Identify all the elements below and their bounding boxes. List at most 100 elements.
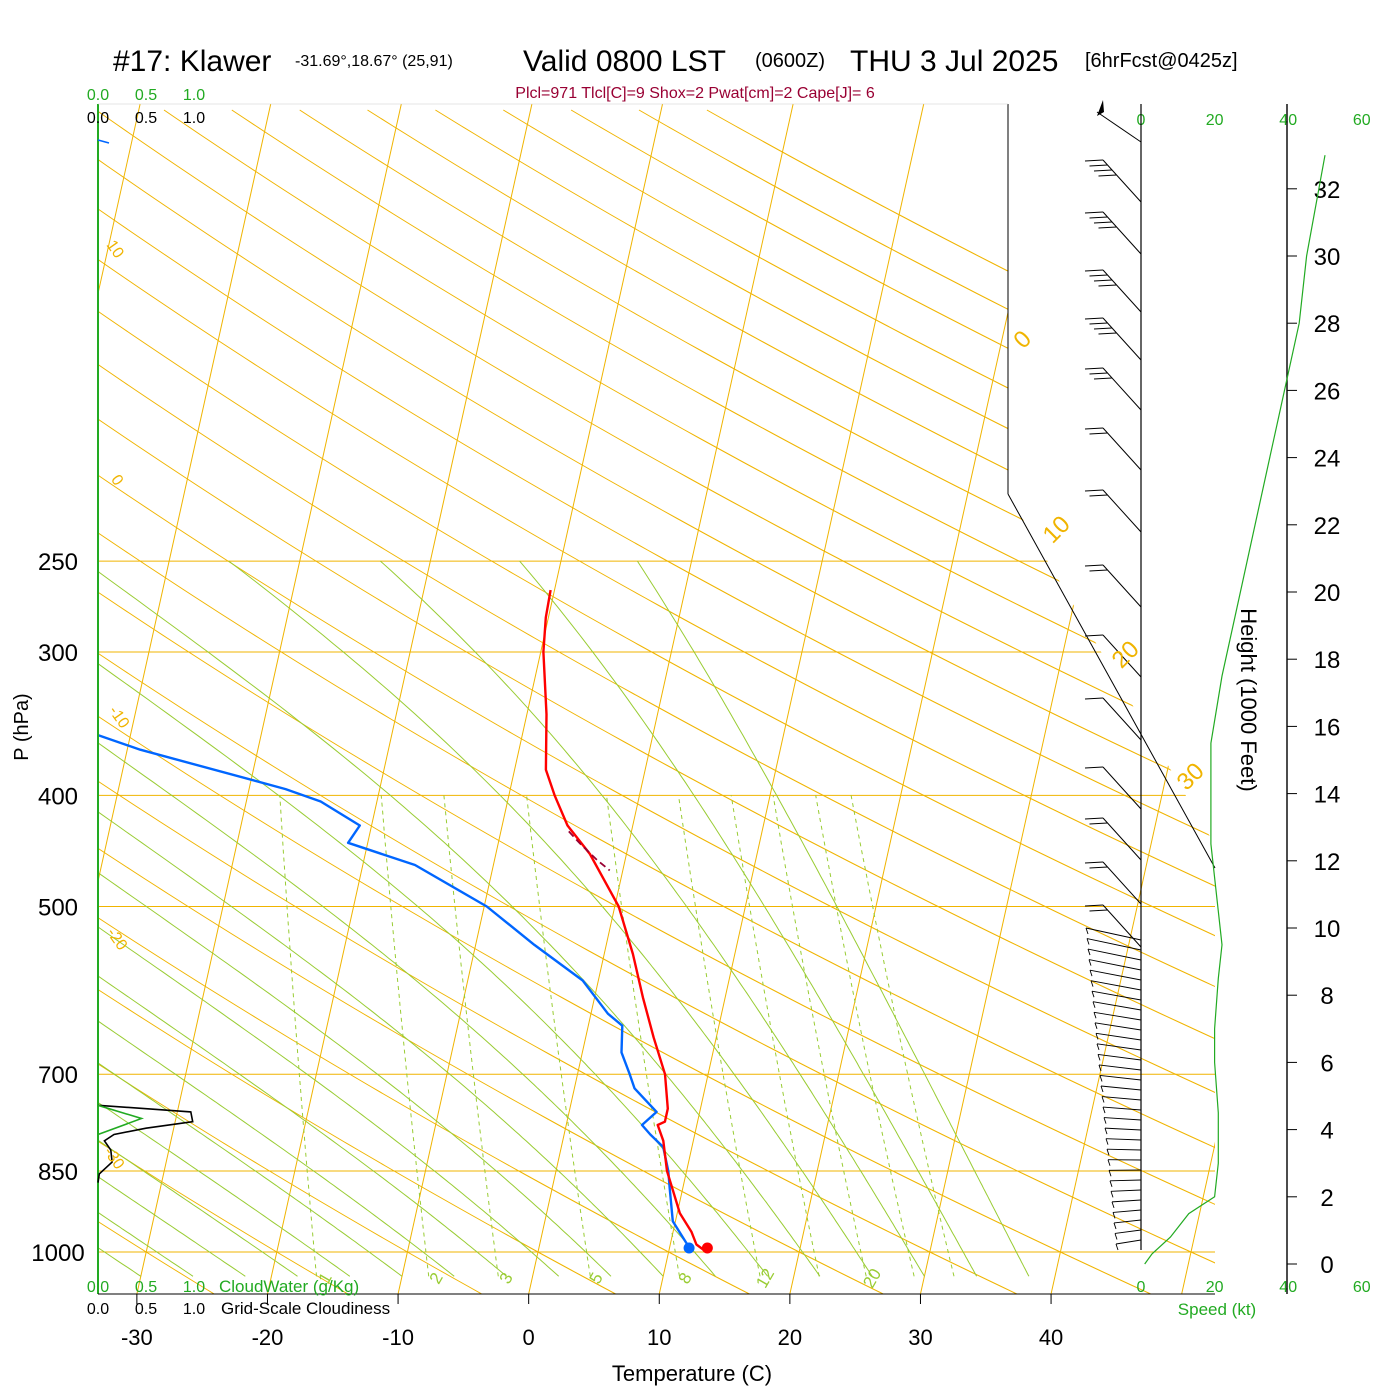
- height-tick-label: 8: [1320, 983, 1333, 1010]
- cloud-panel: 0.0 0.0 0.5 0.5 1.0 1.0 0.0 0.0 0.5 0.5 1.0 1.0: [87, 87, 205, 1318]
- x-tick-label: -10: [382, 1325, 414, 1350]
- wind-barb-feather: [1113, 1222, 1117, 1230]
- wind-barb-feather: [1103, 1117, 1107, 1124]
- isotherm-line: [528, 104, 794, 1294]
- wind-barb-feather: [1086, 938, 1090, 945]
- wind-barb-staff: [1102, 697, 1142, 741]
- wind-barb-staff: [1087, 948, 1142, 961]
- isotherm-line: [658, 104, 925, 1294]
- wind-barb-feather: [1084, 564, 1104, 567]
- wind-barb-feather: [1115, 1243, 1119, 1251]
- wind-barb-staff: [1099, 1075, 1142, 1081]
- wind-barb-pennant: [1097, 100, 1104, 116]
- moist-adiabat-line: [98, 560, 507, 1277]
- isotherm-line: [789, 104, 1055, 1294]
- mixing-ratio-line: [678, 795, 761, 1277]
- wind-barb-feather: [1100, 1085, 1104, 1093]
- wind-barb-feather: [1089, 432, 1108, 435]
- wind-barb-feather: [1093, 221, 1113, 224]
- height-tick-label: 32: [1314, 177, 1341, 204]
- wind-barb-feather: [1096, 1043, 1100, 1051]
- dry-adiabat-line: [98, 109, 1151, 1294]
- moist-adiabat-line: [380, 560, 925, 1277]
- wind-barb-staff: [1102, 766, 1142, 810]
- wind-speed-tick-top: 60: [1353, 112, 1371, 129]
- wind-barb-staff: [1111, 1199, 1142, 1203]
- wind-barb-staff: [1113, 1219, 1142, 1224]
- wind-barb-staff: [1112, 1209, 1142, 1213]
- wind-barb-feather: [1092, 1001, 1096, 1008]
- x-axis-title: Temperature (C): [612, 1361, 772, 1386]
- dry-adiabat-line: [98, 109, 349, 1294]
- cloudiness-axis-label: Grid-Scale Cloudiness: [221, 1299, 390, 1318]
- cloudwater-tick-top: 0.5: [135, 87, 157, 104]
- height-tick-label: 4: [1320, 1118, 1333, 1145]
- wind-barb-feather: [1099, 1075, 1103, 1082]
- wind-barb-feather: [1087, 948, 1091, 956]
- isotherm-line: [1181, 104, 1215, 1294]
- moist-adiabat-line: [636, 560, 1030, 1277]
- dry-adiabat-line: [98, 109, 1215, 1294]
- wind-barb-staff: [1086, 938, 1142, 951]
- wind-barb-feather: [1094, 1022, 1098, 1029]
- wind-barb-feather: [1109, 1180, 1113, 1187]
- wind-barb-staff: [1098, 1064, 1142, 1071]
- height-tick-label: 26: [1314, 378, 1341, 405]
- pressure-tick-label: 400: [38, 783, 78, 810]
- pressure-tick-label: 300: [38, 640, 78, 667]
- wind-barb-staff: [1102, 159, 1142, 203]
- wind-barb-staff: [1102, 317, 1142, 361]
- wind-barb-staff: [1102, 269, 1142, 313]
- wind-barb-staff: [1106, 1148, 1142, 1151]
- dry-adiabat-line: [98, 109, 884, 1294]
- wind-barb-staff: [1114, 1229, 1142, 1234]
- dry-adiabat-line: [98, 109, 1215, 1294]
- wind-barb-staff: [1091, 990, 1142, 1001]
- dry-adiabat-line: [98, 109, 1215, 1294]
- wind-barb-staff: [1095, 1032, 1142, 1041]
- wind-barb-staff: [1089, 969, 1142, 981]
- wind-barb-staff: [1093, 1011, 1142, 1021]
- wind-barb-feather: [1089, 372, 1108, 375]
- moist-adiabat-line: [98, 560, 455, 1277]
- mixing-ratio-label: 12: [752, 1265, 778, 1291]
- height-tick-label: 18: [1314, 647, 1341, 674]
- wind-barb-feather: [1089, 969, 1093, 977]
- mixing-ratio-line: [772, 795, 867, 1277]
- dry-adiabat-line: [98, 109, 1215, 1294]
- surface-temperature-dot: [701, 1242, 713, 1254]
- wind-barb-staff: [1100, 1085, 1142, 1091]
- wind-barb-feather: [1098, 284, 1117, 287]
- wind-barb-feather: [1091, 991, 1095, 998]
- temperature-profile-line: [542, 589, 708, 1253]
- isotherm-label: 10: [1038, 511, 1076, 549]
- wind-barb-feather: [1098, 174, 1117, 177]
- dewpoint-profile-line: [98, 569, 690, 1253]
- height-tick-label: 10: [1314, 916, 1341, 943]
- moist-adiabat-line: [98, 560, 403, 1277]
- wind-barb-staff: [1088, 959, 1142, 971]
- wind-barb-feather: [1098, 332, 1117, 335]
- dry-adiabat-line: [98, 109, 1018, 1294]
- dry-adiabat-line: [98, 109, 1215, 1294]
- cloudiness-tick-bottom: 0.5: [135, 1301, 157, 1318]
- wind-barb-staff: [1102, 861, 1142, 905]
- mixing-ratio-line: [606, 795, 680, 1277]
- station-title: #17: Klawer: [113, 45, 271, 78]
- wind-barb-feather: [1090, 980, 1094, 987]
- mixing-ratio-label: 3: [496, 1269, 517, 1287]
- wind-barb-feather: [1114, 1233, 1118, 1240]
- height-tick-label: 24: [1314, 446, 1341, 473]
- isotherm-line: [397, 104, 663, 1294]
- dry-adiabat-line: [98, 109, 1215, 1294]
- wind-barb-feather: [1095, 1033, 1099, 1040]
- background-grid: [98, 104, 1215, 1294]
- wind-barb-feather: [1088, 959, 1092, 966]
- wind-speed-axis-label: Speed (kt): [1178, 1300, 1256, 1319]
- mixing-ratio-label: 5: [586, 1269, 607, 1287]
- wind-barb-staff: [1092, 1001, 1142, 1011]
- x-tick-label: 40: [1039, 1325, 1063, 1350]
- wind-barb-feather: [1089, 909, 1108, 912]
- cloudiness-tick-top: 0.5: [135, 110, 157, 127]
- wind-barb-feather: [1089, 322, 1108, 325]
